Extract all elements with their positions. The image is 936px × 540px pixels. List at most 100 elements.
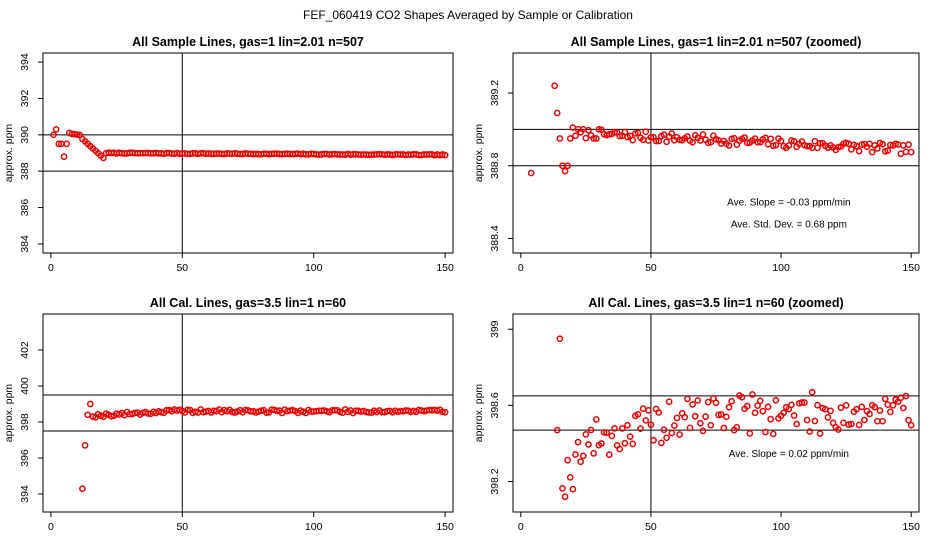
data-point [853,405,860,413]
data-point [790,412,798,419]
y-axis-label: approx. ppm [473,384,485,443]
data-point [684,395,691,403]
data-point [697,419,704,427]
data-point [441,408,449,416]
panel-title: All Sample Lines, gas=1 lin=2.01 n=507 (… [571,35,862,49]
data-point [816,430,824,437]
data-point [803,416,811,424]
data-point [616,132,624,140]
x-tick-label: 100 [305,521,323,533]
data-point [699,427,707,435]
data-point [816,140,824,147]
data-point [855,421,863,429]
data-point [652,137,660,145]
plot-frame [512,313,920,513]
data-point [590,450,598,457]
data-point [879,417,886,425]
data-point [671,422,678,429]
data-point [723,413,730,421]
data-point [874,145,881,152]
data-point [681,413,689,421]
x-tick-label: 50 [645,262,657,274]
y-tick-label: 398 [19,413,31,431]
data-point [616,445,624,453]
data-point [629,440,637,448]
data-point [704,398,712,406]
data-point [907,421,915,429]
data-point [889,402,897,409]
panel-title: All Cal. Lines, gas=3.5 lin=1 n=60 [150,296,346,310]
data-point [790,137,798,145]
panel-2: All Sample Lines, gas=1 lin=2.01 n=507 (… [473,35,920,274]
data-point [647,133,655,141]
data-point [579,452,587,460]
data-point [629,136,637,144]
data-point [725,403,733,411]
data-point [556,335,564,343]
data-point [561,493,569,501]
y-tick-label: 394 [19,485,31,503]
data-point [663,434,670,442]
data-point [553,109,561,117]
y-tick-label: 386 [19,199,31,217]
y-axis-label: approx. ppm [3,124,15,183]
data-point [611,425,618,432]
data-point [626,433,634,440]
x-tick-label: 50 [176,521,188,533]
data-point [834,426,842,433]
data-point [564,456,572,464]
data-point [642,417,650,424]
data-point [691,412,699,420]
data-point [767,135,775,143]
data-point [668,429,676,437]
y-tick-label: 400 [19,377,31,395]
data-point [730,134,738,142]
data-point [728,397,735,405]
data-point [858,403,866,411]
data-point [605,451,613,459]
data-point [808,388,816,396]
data-point [527,169,535,177]
data-point [655,137,663,145]
data-point [572,132,579,140]
y-tick-label: 388.8 [489,152,501,178]
data-point [184,406,191,414]
y-tick-label: 398.6 [489,392,501,418]
y-tick-label: 392 [19,90,31,108]
data-point [827,407,834,415]
data-point [754,138,761,146]
data-point [837,404,845,412]
data-point [777,137,785,145]
panel-4: All Cal. Lines, gas=3.5 lin=1 n=60 (zoom… [473,296,920,533]
data-point [699,131,707,138]
data-point [572,451,579,458]
data-point [647,421,655,428]
stat-annotation: Ave. Std. Dev. = 0.68 ppm [731,220,847,231]
y-tick-label: 396 [19,449,31,467]
data-point [738,393,746,401]
data-point [855,147,863,155]
data-point [707,138,715,146]
data-point [582,134,590,142]
y-tick-label: 402 [19,341,31,359]
data-point [743,139,751,147]
data-point [798,399,806,406]
data-point [621,439,629,447]
data-point [566,135,574,142]
data-point [603,429,611,436]
data-point [811,137,819,145]
data-point [905,416,912,424]
data-point [751,409,759,417]
data-point [868,148,876,156]
data-point [702,413,709,420]
plot-frame [42,313,454,513]
data-point [637,425,644,432]
data-point [663,138,670,146]
data-point [577,458,585,466]
data-point [55,140,63,148]
y-tick-label: 388 [19,162,31,180]
data-point [587,426,595,434]
data-point [634,410,642,418]
y-axis-label: approx. ppm [3,384,15,443]
